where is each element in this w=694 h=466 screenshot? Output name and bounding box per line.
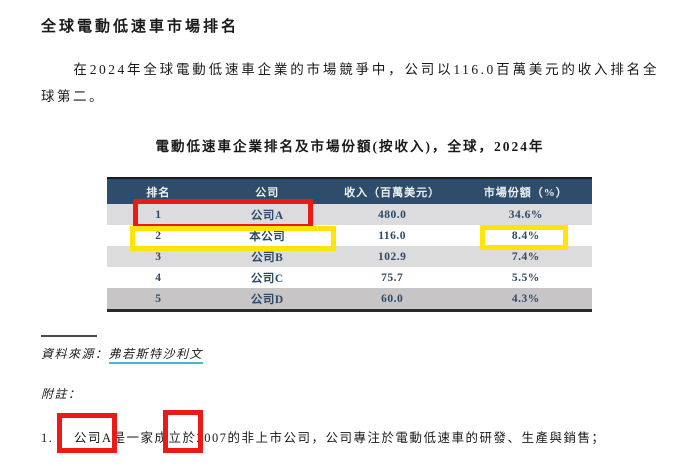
notes-label: 附註： — [41, 387, 82, 401]
note-1-number: 1. — [41, 431, 54, 445]
table-title: 電動低速車企業排名及市場份額(按收入)，全球，2024年 — [155, 139, 545, 154]
cell-company: 公司D — [250, 293, 284, 306]
cell-share: 8.4% — [511, 229, 540, 242]
cell-rank: 4 — [155, 271, 162, 284]
cell-revenue: 102.9 — [377, 250, 407, 263]
cell-share: 5.5% — [511, 271, 540, 284]
cell-revenue: 75.7 — [381, 271, 404, 284]
yellow-highlight-rank2-company — [130, 226, 336, 251]
note-1: 1. 公司A是一家成立於2007的非上市公司，公司專注於電動低速車的研發、生產與銷… — [41, 427, 671, 446]
cell-share: 4.3% — [511, 292, 540, 305]
table-row: 3 公司B 102.9 7.4% — [107, 246, 592, 267]
section-heading: 全球電動低速車市場排名 — [41, 19, 240, 35]
cell-revenue: 60.0 — [381, 292, 404, 305]
intro-paragraph: 在2024年全球電動低速車企業的市場競爭中，公司以116.0百萬美元的收入排名全… — [41, 62, 659, 104]
source-divider-line — [41, 335, 97, 337]
red-highlight-note-2007 — [163, 410, 203, 453]
ranking-table: 排名 公司 收入（百萬美元） 市場份額（%） 1 公司A 480.0 34.6%… — [107, 177, 592, 312]
cell-company: 本公司 — [249, 230, 286, 243]
cell-revenue: 116.0 — [378, 229, 407, 242]
note-1-text: 公司A是一家成立於2007的非上市公司，公司專注於電動低速車的研發、生產與銷售； — [74, 431, 606, 445]
table-row: 1 公司A 480.0 34.6% — [107, 204, 592, 225]
red-highlight-note-companyA — [57, 413, 117, 453]
header-company: 公司 — [255, 186, 280, 199]
header-rank: 排名 — [146, 186, 171, 199]
cell-rank: 2 — [155, 229, 162, 242]
source-line: 資料來源：弗若斯特沙利文 — [41, 345, 204, 364]
cell-company: 公司B — [251, 251, 284, 264]
yellow-highlight-rank2-share — [480, 225, 568, 250]
table-row: 5 公司D 60.0 4.3% — [107, 288, 592, 309]
table-header-row: 排名 公司 收入（百萬美元） 市場份額（%） — [107, 179, 592, 204]
cell-rank: 5 — [155, 292, 162, 305]
header-share: 市場份額（%） — [483, 186, 568, 199]
source-link[interactable]: 弗若斯特沙利文 — [108, 347, 204, 364]
cell-rank: 1 — [155, 208, 162, 221]
cell-rank: 3 — [155, 250, 162, 263]
header-revenue: 收入（百萬美元） — [344, 186, 441, 199]
red-highlight-rank1-company — [133, 199, 313, 229]
cell-revenue: 480.0 — [377, 208, 407, 221]
cell-share: 34.6% — [508, 208, 543, 221]
cell-company: 公司C — [250, 272, 284, 285]
source-label: 資料來源： — [41, 347, 109, 361]
table-row: 4 公司C 75.7 5.5% — [107, 267, 592, 288]
cell-share: 7.4% — [511, 250, 540, 263]
cell-company: 公司A — [250, 209, 284, 222]
